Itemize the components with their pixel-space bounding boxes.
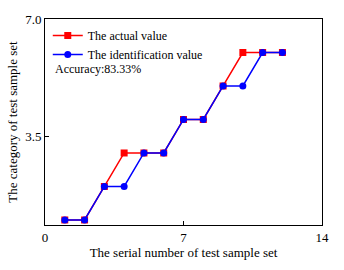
svg-text:The serial number of test samp: The serial number of test sample set xyxy=(90,245,278,260)
svg-text:The identification value: The identification value xyxy=(88,48,203,62)
svg-text:7: 7 xyxy=(180,230,187,245)
svg-text:14: 14 xyxy=(316,230,330,245)
svg-text:Accuracy:83.33%: Accuracy:83.33% xyxy=(55,62,141,76)
svg-text:0: 0 xyxy=(42,230,49,245)
svg-text:The actual value: The actual value xyxy=(88,29,167,43)
svg-text:7.0: 7.0 xyxy=(25,12,41,27)
svg-text:The category of test sample se: The category of test sample set xyxy=(5,41,20,203)
svg-text:3.5: 3.5 xyxy=(25,129,41,144)
